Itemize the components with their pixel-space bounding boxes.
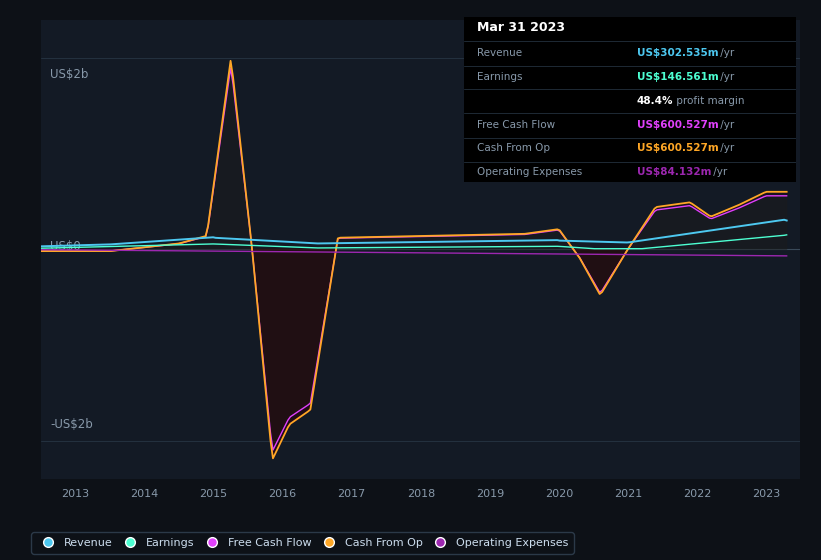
Text: Operating Expenses: Operating Expenses — [477, 167, 582, 177]
Text: Cash From Op: Cash From Op — [477, 143, 550, 153]
Text: US$0: US$0 — [50, 240, 81, 254]
Text: profit margin: profit margin — [673, 96, 745, 106]
Text: US$2b: US$2b — [50, 68, 89, 81]
Text: -US$2b: -US$2b — [50, 418, 93, 431]
Text: US$84.132m: US$84.132m — [637, 167, 711, 177]
Text: US$146.561m: US$146.561m — [637, 72, 718, 82]
Text: 48.4%: 48.4% — [637, 96, 673, 106]
Text: /yr: /yr — [718, 48, 735, 58]
Text: /yr: /yr — [718, 143, 735, 153]
Legend: Revenue, Earnings, Free Cash Flow, Cash From Op, Operating Expenses: Revenue, Earnings, Free Cash Flow, Cash … — [31, 533, 574, 554]
Text: Earnings: Earnings — [477, 72, 523, 82]
Text: Revenue: Revenue — [477, 48, 522, 58]
Text: Mar 31 2023: Mar 31 2023 — [477, 21, 565, 34]
Text: /yr: /yr — [718, 120, 735, 130]
Text: US$600.527m: US$600.527m — [637, 143, 718, 153]
Text: US$600.527m: US$600.527m — [637, 120, 718, 130]
Text: US$302.535m: US$302.535m — [637, 48, 718, 58]
Text: /yr: /yr — [718, 72, 735, 82]
Text: Free Cash Flow: Free Cash Flow — [477, 120, 555, 130]
Text: /yr: /yr — [710, 167, 727, 177]
